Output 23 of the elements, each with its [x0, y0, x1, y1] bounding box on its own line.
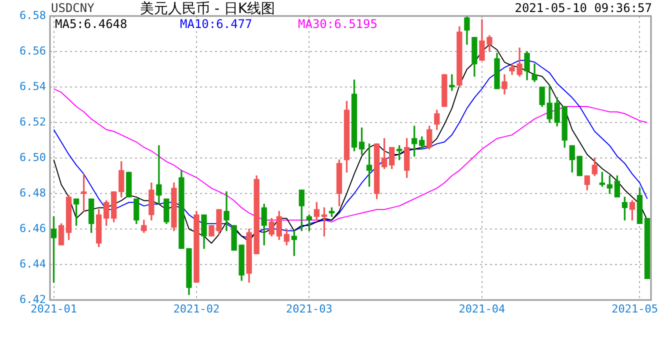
y-tick-label: 6.46: [20, 222, 46, 235]
candlestick: [442, 74, 448, 107]
y-tick-label: 6.50: [20, 150, 46, 164]
y-tick-label: 6.58: [20, 8, 46, 22]
text: USDCNY: [51, 1, 94, 15]
text: MA30:6.5195: [298, 17, 378, 32]
text: MA10:6.477: [180, 17, 252, 32]
candlestick: [126, 172, 132, 198]
y-tick-label: 6.48: [20, 186, 46, 200]
x-tick-label: 2021-01: [30, 302, 77, 316]
x-tick-label: 2021-05: [612, 302, 658, 316]
candlestick: [576, 156, 582, 176]
x-tick-label: 2021-04: [458, 302, 506, 316]
text: MA5:6.4648: [55, 17, 128, 32]
x-tick-label: 2021-03: [286, 302, 332, 316]
y-tick-label: 6.44: [20, 257, 46, 270]
y-tick-label: 6.52: [20, 115, 46, 128]
chart-title: 美元人民币 - 日K线图: [140, 0, 276, 18]
x-tick-label: 2021-02: [173, 302, 220, 316]
candlestick: [644, 218, 650, 280]
y-tick-label: 6.54: [20, 80, 46, 93]
text: 2021-05-10 09:36:57: [514, 1, 652, 15]
y-tick-label: 6.56: [20, 44, 46, 58]
